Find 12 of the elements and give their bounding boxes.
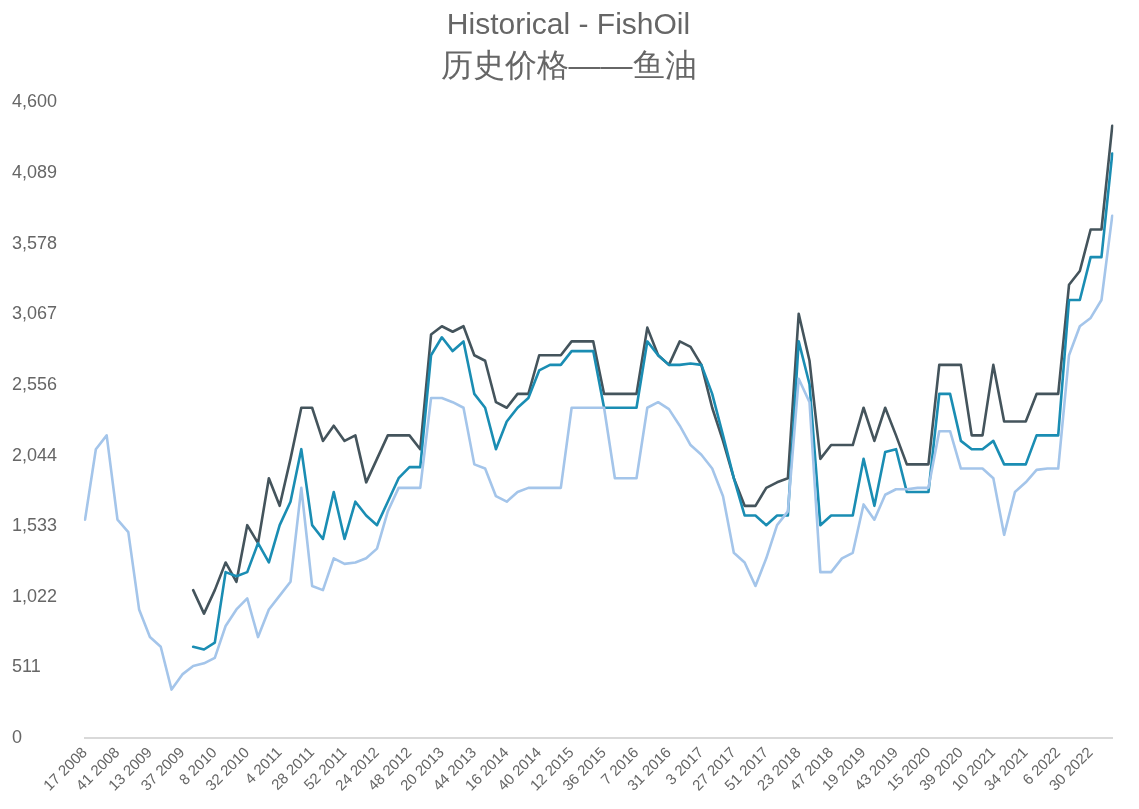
y-tick-label: 4,089 [12,161,58,182]
y-tick-label: 4,600 [12,91,58,112]
chart-subtitle: 历史价格——鱼油 [440,47,697,84]
y-tick-label: 3,067 [12,303,58,324]
y-tick-label: 0 [12,726,23,747]
y-tick-label: 1,533 [12,515,58,536]
y-tick-label: 1,022 [12,585,58,606]
y-tick-label: 2,556 [12,373,58,394]
y-tick-label: 2,044 [12,444,58,465]
chart-title: Historical - FishOil [446,7,691,41]
y-tick-label: 511 [12,656,41,677]
y-tick-label: 3,578 [12,232,58,253]
